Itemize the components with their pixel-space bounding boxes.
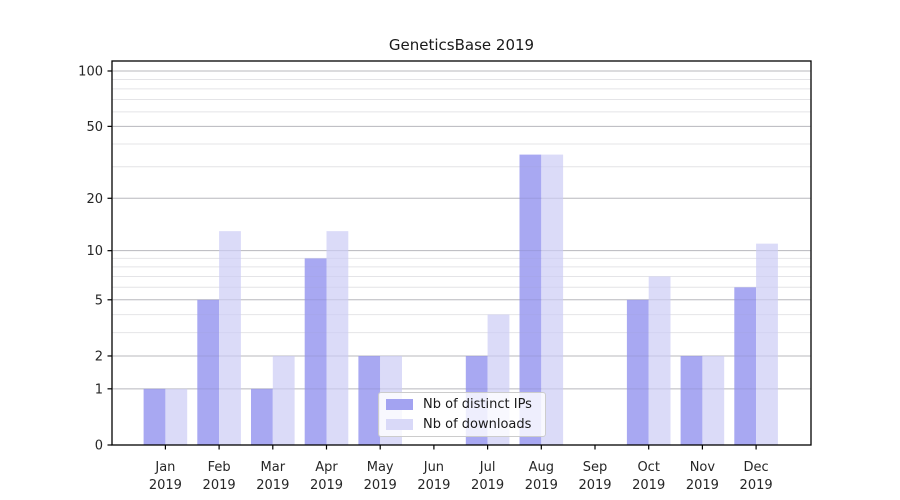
x-tick-label-year: 2019: [740, 478, 773, 493]
legend-item-distinct-ips: Nb of distinct IPs: [386, 396, 538, 413]
x-tick-label-month: Feb: [208, 460, 231, 475]
x-tick-label-year: 2019: [364, 478, 397, 493]
x-tick-label-month: Aug: [529, 460, 554, 475]
y-tick-label: 20: [86, 192, 103, 207]
y-tick-label: 100: [78, 64, 103, 79]
x-tick-label-month: Jun: [423, 460, 444, 475]
x-tick-label-year: 2019: [149, 478, 182, 493]
x-tick-label-month: Sep: [583, 460, 608, 475]
bar-nb-of-downloads-apr: [326, 231, 349, 445]
bar-nb-of-downloads-oct: [648, 276, 671, 445]
x-tick-label-year: 2019: [686, 478, 719, 493]
bar-nb-of-downloads-feb: [219, 231, 241, 445]
bar-nb-of-distinct-ips-nov: [680, 355, 703, 445]
y-tick-label: 2: [95, 349, 103, 364]
bar-nb-of-downloads-dec: [756, 243, 778, 445]
legend-swatch-distinct-ips-icon: [386, 399, 413, 410]
y-tick-label: 5: [95, 293, 103, 308]
bar-nb-of-distinct-ips-feb: [197, 299, 220, 445]
legend-swatch-downloads-icon: [386, 419, 413, 430]
bar-nb-of-distinct-ips-may: [358, 355, 381, 445]
bar-nb-of-distinct-ips-dec: [734, 287, 757, 445]
chart-title: GeneticsBase 2019: [388, 36, 535, 54]
bar-nb-of-downloads-jan: [165, 388, 188, 445]
x-tick-label-year: 2019: [471, 478, 504, 493]
x-tick-label-month: Mar: [261, 460, 286, 475]
y-tick-label: 10: [86, 244, 103, 259]
x-tick-label-year: 2019: [310, 478, 343, 493]
x-tick-label-year: 2019: [203, 478, 236, 493]
x-tick-label-year: 2019: [417, 478, 450, 493]
x-tick-label-month: May: [367, 460, 394, 475]
plot-border: [111, 60, 812, 446]
bar-nb-of-distinct-ips-aug: [519, 154, 542, 446]
x-tick-label-month: Oct: [637, 460, 659, 475]
x-tick-label-month: Jul: [479, 460, 496, 475]
bar-nb-of-downloads-mar: [272, 355, 295, 445]
x-tick-label-month: Jan: [154, 460, 175, 475]
bar-nb-of-downloads-aug: [541, 154, 564, 446]
legend-label-distinct-ips: Nb of distinct IPs: [423, 397, 532, 412]
x-tick-label-month: Dec: [744, 460, 769, 475]
x-tick-label-year: 2019: [632, 478, 665, 493]
x-tick-label-year: 2019: [256, 478, 289, 493]
x-tick-label-month: Apr: [315, 460, 338, 475]
bar-nb-of-distinct-ips-oct: [626, 299, 649, 445]
y-tick-label: 50: [86, 120, 103, 135]
legend: Nb of distinct IPs Nb of downloads: [378, 392, 546, 437]
x-tick-label-year: 2019: [525, 478, 558, 493]
x-tick-label-year: 2019: [578, 478, 611, 493]
x-tick-label-month: Nov: [690, 460, 716, 475]
y-tick-label: 1: [95, 382, 103, 397]
bar-nb-of-distinct-ips-apr: [304, 258, 327, 445]
bar-nb-of-downloads-nov: [702, 355, 725, 445]
bar-nb-of-distinct-ips-mar: [251, 388, 273, 445]
legend-item-downloads: Nb of downloads: [386, 416, 538, 433]
legend-label-downloads: Nb of downloads: [423, 417, 532, 432]
y-tick-label: 0: [95, 439, 103, 454]
bar-nb-of-distinct-ips-jan: [143, 388, 166, 445]
